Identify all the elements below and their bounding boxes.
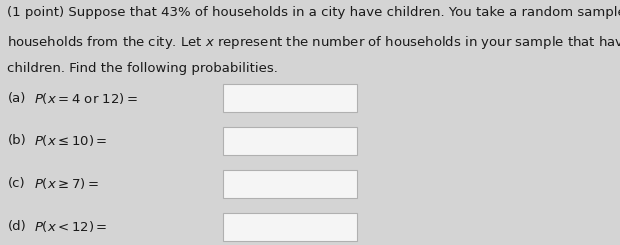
Text: (a): (a) bbox=[7, 91, 26, 105]
FancyBboxPatch shape bbox=[223, 170, 356, 198]
FancyBboxPatch shape bbox=[223, 127, 356, 155]
Text: (b): (b) bbox=[7, 134, 26, 147]
FancyBboxPatch shape bbox=[223, 212, 356, 241]
Text: (d): (d) bbox=[7, 220, 26, 233]
Text: $P(x < 12) =$: $P(x < 12) =$ bbox=[34, 219, 108, 234]
Text: households from the city. Let $x$ represent the number of households in your sam: households from the city. Let $x$ repres… bbox=[7, 34, 620, 51]
FancyBboxPatch shape bbox=[223, 84, 356, 112]
Text: $P(x \leq 10) =$: $P(x \leq 10) =$ bbox=[34, 133, 108, 148]
Text: $P(x = 4 \text{ or } 12) =$: $P(x = 4 \text{ or } 12) =$ bbox=[34, 90, 138, 106]
Text: (c): (c) bbox=[7, 177, 25, 190]
Text: (1 point) Suppose that 43% of households in a city have children. You take a ran: (1 point) Suppose that 43% of households… bbox=[7, 6, 620, 19]
Text: $P(x \geq 7) =$: $P(x \geq 7) =$ bbox=[34, 176, 99, 191]
Text: children. Find the following probabilities.: children. Find the following probabiliti… bbox=[7, 62, 278, 75]
